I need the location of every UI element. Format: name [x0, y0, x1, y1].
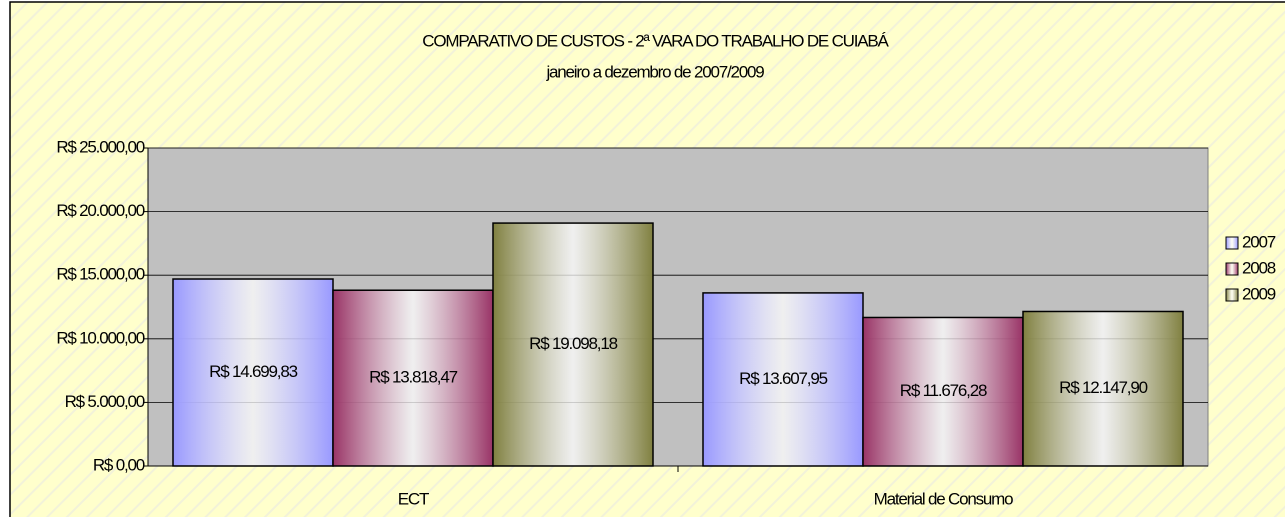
y-tick-label: R$ 10.000,00 [56, 328, 144, 347]
bar [492, 222, 654, 467]
chart-title: COMPARATIVO DE CUSTOS - 2ª VARA DO TRABA… [422, 31, 889, 50]
x-tick-label: ECT [398, 489, 429, 508]
value-label: R$ 19.098,18 [529, 334, 617, 353]
y-tick-label: R$ 25.000,00 [56, 137, 144, 156]
legend-swatch [1225, 236, 1239, 250]
chart-subtitle: janeiro a dezembro de 2007/2009 [545, 62, 764, 81]
value-label: R$ 11.676,28 [900, 381, 987, 400]
legend-label: 2009 [1242, 284, 1276, 303]
value-label: R$ 13.818,47 [369, 368, 457, 387]
bar [702, 292, 864, 467]
bar [1022, 310, 1184, 467]
value-label: R$ 14.699,83 [209, 362, 297, 381]
y-tick-label: R$ 20.000,00 [56, 201, 144, 220]
legend-swatch [1225, 262, 1239, 276]
y-tick-label: R$ 5.000,00 [65, 392, 145, 411]
value-label: R$ 13.607,95 [739, 369, 827, 388]
legend-swatch [1225, 288, 1239, 302]
x-tick-label: Material de Consumo [874, 489, 1014, 508]
y-tick-label: R$ 15.000,00 [56, 265, 144, 284]
value-label: R$ 12.147,90 [1059, 378, 1147, 397]
bar [862, 316, 1024, 467]
bar [172, 278, 334, 467]
y-tick-label: R$ 0,00 [93, 455, 145, 474]
legend-label: 2008 [1242, 258, 1276, 277]
bar [332, 289, 494, 467]
legend-label: 2007 [1242, 232, 1276, 251]
